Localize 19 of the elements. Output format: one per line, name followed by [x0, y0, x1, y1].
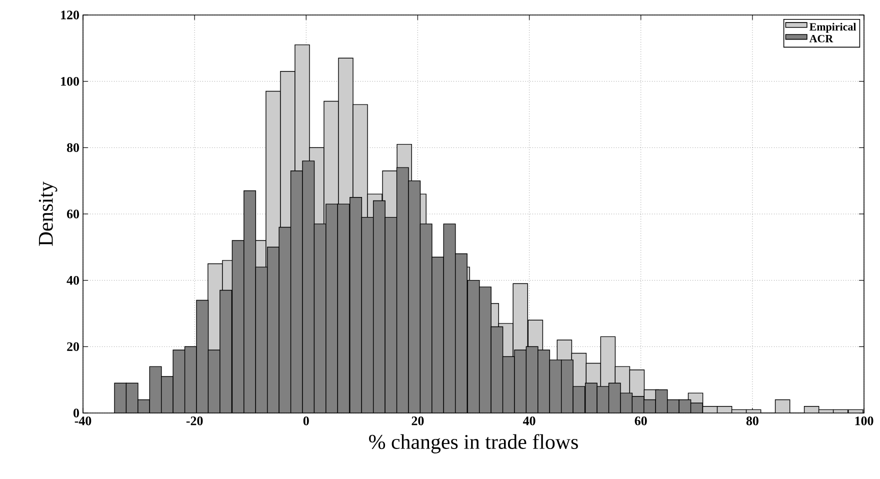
y-axis-title: Density — [38, 182, 58, 246]
x-tick-label: -20 — [186, 416, 203, 426]
x-axis-title: % changes in trade flows — [369, 434, 578, 454]
y-tick-label: 100 — [61, 76, 79, 86]
x-tick-label: 40 — [522, 416, 536, 426]
y-tick-label: 60 — [66, 210, 79, 218]
x-tick-label: -40 — [74, 416, 92, 426]
x-tick-label: 60 — [634, 416, 647, 426]
y-tick-label: 80 — [66, 143, 79, 152]
y-tick-label: 0 — [74, 408, 79, 418]
x-tick-label: 80 — [746, 416, 758, 426]
legend-label: ACR — [809, 34, 834, 42]
x-tick-label: 20 — [412, 416, 424, 426]
y-tick-label: 120 — [61, 10, 79, 20]
y-tick-label: 20 — [67, 342, 79, 352]
x-tick-label: 0 — [303, 416, 309, 426]
x-tick-label: 100 — [855, 416, 874, 426]
legend-label: Empirical — [810, 22, 856, 33]
y-tick-label: 40 — [66, 276, 79, 285]
